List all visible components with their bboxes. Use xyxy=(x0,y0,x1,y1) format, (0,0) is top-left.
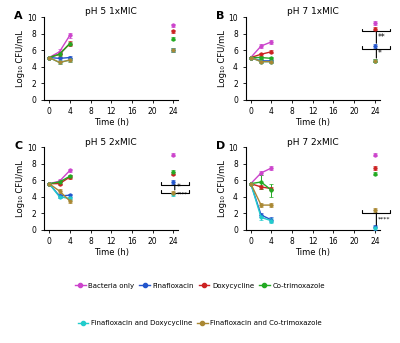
Title: pH 7 1xMIC: pH 7 1xMIC xyxy=(287,7,339,16)
Text: A: A xyxy=(14,11,23,21)
Y-axis label: Log₁₀ CFU/mL: Log₁₀ CFU/mL xyxy=(218,160,227,217)
Legend: Finafloxacin and Doxycycline, Finafloxacin and Co-trimoxazole: Finafloxacin and Doxycycline, Finafloxac… xyxy=(75,318,325,329)
Y-axis label: Log₁₀ CFU/mL: Log₁₀ CFU/mL xyxy=(218,30,227,87)
Text: ****: **** xyxy=(176,192,187,197)
Title: pH 5 2xMIC: pH 5 2xMIC xyxy=(85,138,137,146)
X-axis label: Time (h): Time (h) xyxy=(295,118,330,127)
X-axis label: Time (h): Time (h) xyxy=(94,248,129,257)
Y-axis label: Log₁₀ CFU/mL: Log₁₀ CFU/mL xyxy=(16,160,25,217)
Text: C: C xyxy=(14,141,22,151)
Title: pH 7 2xMIC: pH 7 2xMIC xyxy=(287,138,339,146)
Text: D: D xyxy=(216,141,225,151)
Text: **: ** xyxy=(378,33,386,42)
Text: *: * xyxy=(176,183,180,192)
Y-axis label: Log₁₀ CFU/mL: Log₁₀ CFU/mL xyxy=(16,30,25,87)
Legend: Bacteria only, Finafloxacin, Doxycycline, Co-trimoxazole: Bacteria only, Finafloxacin, Doxycycline… xyxy=(72,280,328,292)
X-axis label: Time (h): Time (h) xyxy=(94,118,129,127)
Title: pH 5 1xMIC: pH 5 1xMIC xyxy=(85,7,137,16)
Text: *: * xyxy=(378,49,382,58)
X-axis label: Time (h): Time (h) xyxy=(295,248,330,257)
Text: ****: **** xyxy=(378,216,390,222)
Text: B: B xyxy=(216,11,224,21)
